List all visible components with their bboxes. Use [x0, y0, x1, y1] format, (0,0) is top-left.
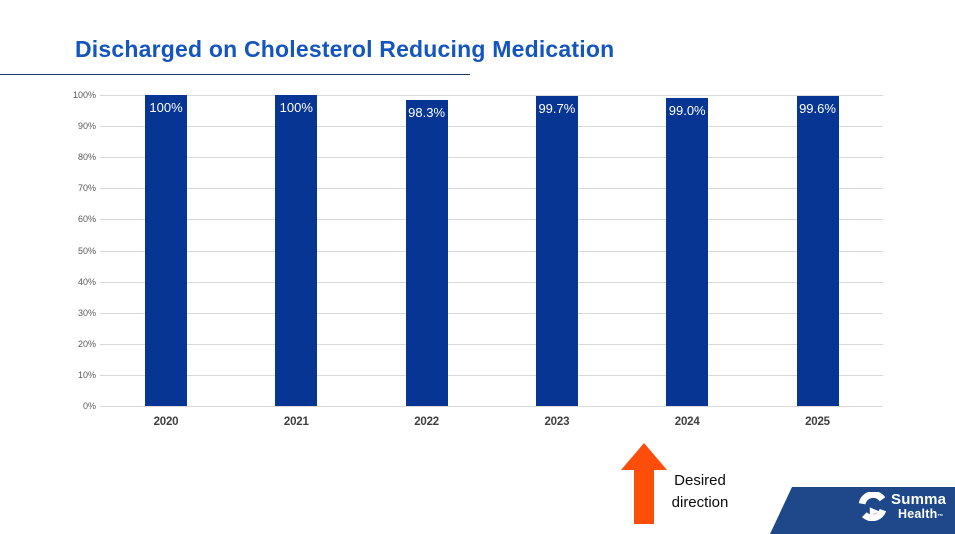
slide-title: Discharged on Cholesterol Reducing Medic… [75, 36, 615, 62]
bar-value-label: 100% [149, 100, 183, 115]
desired-direction-annotation [621, 443, 667, 524]
y-axis-tick-label: 50% [77, 245, 96, 256]
trademark-symbol: ™ [937, 514, 944, 521]
gridline [100, 406, 883, 407]
logo-band: Summa Health™ [770, 487, 955, 534]
bar-2022: 98.3% [405, 100, 448, 406]
y-axis-tick-label: 30% [77, 307, 96, 318]
y-axis-tick-label: 60% [77, 214, 96, 225]
bar-value-label: 98.3% [408, 105, 446, 121]
bar-2024: 99.0% [666, 98, 709, 406]
y-axis-tick-label: 10% [77, 369, 96, 380]
bar-value-label: 99.7% [538, 100, 576, 116]
bar-value-label: 99.6% [799, 101, 836, 117]
y-axis-tick-label: 100% [72, 90, 96, 100]
gridline [100, 219, 883, 221]
x-axis-label-2021: 2021 [283, 416, 309, 428]
gridline [100, 374, 883, 376]
gridline [100, 157, 883, 159]
y-axis-tick-label: 0% [82, 401, 96, 411]
summa-swirl-icon [858, 492, 887, 521]
title-underline [0, 74, 470, 75]
x-axis-label-2023: 2023 [544, 416, 570, 428]
gridline [100, 250, 883, 252]
gridline [100, 343, 883, 345]
x-axis-label-2025: 2025 [805, 416, 830, 428]
logo-text-health: Health™ [898, 507, 944, 522]
bar-value-label: 100% [279, 100, 313, 115]
gridline [100, 312, 883, 314]
logo-text: Summa Health™ [891, 492, 946, 521]
bar-2021: 100% [275, 95, 318, 406]
up-arrow-icon [621, 443, 667, 524]
x-axis-label-2020: 2020 [153, 416, 179, 428]
gridline [100, 188, 883, 190]
y-axis-tick-label: 70% [77, 183, 96, 194]
y-axis-tick-label: 90% [77, 121, 96, 132]
desired-direction-line2: direction [671, 493, 729, 511]
x-axis-label-2022: 2022 [414, 416, 439, 428]
bar-2025: 99.6% [796, 96, 839, 406]
x-axis-label-2024: 2024 [674, 416, 700, 428]
gridline [100, 281, 883, 283]
y-axis-tick-label: 20% [77, 338, 96, 349]
desired-direction-label: Desired direction [660, 470, 740, 513]
bar-2023: 99.7% [535, 95, 578, 406]
y-axis-tick-label: 80% [77, 152, 96, 163]
plot-area: 100% 90% 80% 70% 60% 50% 40% 30% 20% 10% 0% 100% 202… [73, 90, 883, 428]
desired-direction-line1: Desired [674, 472, 726, 489]
logo-text-summa: Summa [891, 491, 947, 509]
bar-value-label: 99.0% [668, 103, 706, 119]
summa-health-logo: Summa Health™ [858, 492, 946, 521]
gridline [100, 95, 883, 96]
gridline [100, 126, 883, 128]
y-axis-tick-label: 40% [77, 276, 96, 287]
bar-chart: 100% 90% 80% 70% 60% 50% 40% 30% 20% 10% 0% 100% 202… [0, 85, 955, 435]
bar-2020: 100% [145, 95, 187, 406]
